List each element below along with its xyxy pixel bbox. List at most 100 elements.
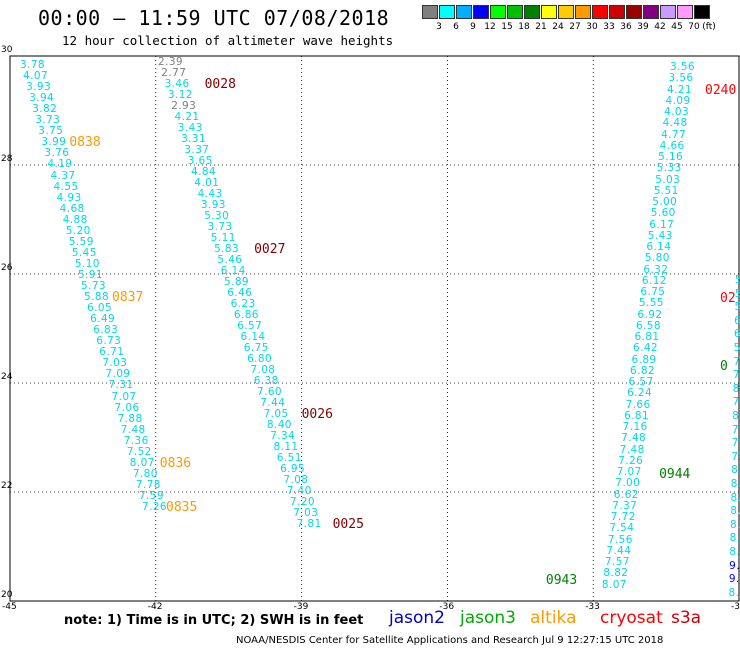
pass-time-label: 0944 [659,467,691,483]
wave-height-value: 7.64 [731,450,740,463]
color-scale-swatch [507,5,523,19]
wave-height-value: 8.06 [732,410,740,422]
wave-height-value: 3.73 [207,221,233,233]
y-tick-label: 20 [1,590,13,600]
wave-height-value: 8.47 [729,518,740,531]
wave-height-value: 6.57 [628,376,654,388]
y-tick-label: 22 [1,481,13,491]
x-tick-label: -39 [293,602,309,612]
wave-height-value: 7.60 [257,386,282,398]
wave-height-value: 4.88 [62,213,88,226]
wave-height-value: 5.60 [650,207,676,220]
wave-height-value: 7.06 [114,401,140,414]
wave-height-value: 6.24 [627,387,653,400]
wave-height-value: 4.37 [50,169,76,182]
wave-height-value: 5.91 [77,268,103,281]
color-scale-tick: 27 [569,22,581,32]
wave-height-value: 5.30 [204,210,230,222]
pass-time-label: 0026 [301,407,333,422]
wave-height-value: 6.71 [99,346,125,359]
wave-height-value: 6.38 [253,375,279,387]
wave-height-value: 9.04 [729,559,740,572]
wave-height-value: 7.05 [263,408,289,420]
wave-height-value: 7.44 [606,544,632,557]
wave-height-value: 6.89 [631,353,657,366]
wave-height-value: 7.66 [625,398,651,411]
wave-height-value: 5.88 [84,291,110,304]
wave-height-value: 3.43 [177,122,203,134]
wave-height-value: 7.03 [102,357,128,370]
wave-height-value: 8.4 [728,586,740,599]
pass-time-label: 0836 [159,455,192,471]
wave-height-value: 5.45 [71,246,97,259]
wave-height-value: 6.42 [633,342,658,355]
wave-height-value: 7.44 [260,397,286,409]
legend-entry-s3a: s3a [671,608,702,628]
wave-height-value: 6.82 [630,364,656,377]
wave-height-value: 6.73 [96,335,122,348]
wave-height-value: 4.55 [53,180,79,193]
wave-height-value: 6.75 [243,342,269,354]
color-scale-tick: 3 [436,22,442,32]
wave-height-value: 5.69 [734,301,740,314]
wave-height-value: 4.01 [194,177,220,189]
y-tick-label: 30 [1,45,13,55]
wave-height-value: 5.73 [81,280,106,292]
x-tick-label: -33 [585,602,600,612]
x-tick-label: -30 [731,602,740,612]
color-scale-tick: 15 [501,22,513,32]
wave-height-value: 7.16 [622,421,648,433]
wave-height-value: 6.14 [220,265,246,277]
pass-time-label: 02 [720,290,736,306]
x-tick-label: -42 [147,602,163,612]
color-scale-swatch [490,5,506,19]
color-scale-swatch [524,5,540,19]
wave-height-value: 6.92 [637,308,663,321]
wave-height-value: 7.72 [610,511,636,523]
wave-height-value: 2.39 [158,56,183,68]
wave-height-value: 3.73 [35,114,61,127]
color-scale-swatch [660,5,676,19]
wave-height-value: 3.46 [164,78,190,90]
wave-height-value: 5.16 [658,151,684,163]
wave-height-value: 4.84 [191,166,216,178]
wave-height-value: 4.68 [59,202,85,215]
wave-height-value: 3.65 [187,155,213,167]
color-scale-tick: 12 [484,22,496,32]
wave-height-value: 7.03 [293,507,319,519]
wave-height-value: 6.32 [643,263,669,276]
wave-height-value: 4.66 [659,139,685,152]
wave-height-value: 8.07 [129,456,155,469]
wave-height-value: 4.77 [661,128,687,141]
wave-height-value: 2.77 [161,67,187,79]
wave-height-value: 7.54 [609,522,635,535]
wave-height-value: 7.08 [250,364,276,376]
wave-height-value: 7.81 [296,518,322,530]
wave-height-value: 4.19 [47,158,73,171]
wave-height-value: 5.11 [210,232,236,244]
chart-subtitle: 12 hour collection of altimeter wave hei… [62,33,394,48]
wave-height-value: 7.26 [142,501,167,513]
wave-height-value: 8.79 [730,478,740,490]
color-scale-unit: (ft) [702,22,716,32]
pass-time-label: 0025 [332,517,364,532]
wave-height-value: 8.86 [731,464,740,477]
color-scale-swatch [677,5,693,19]
pass-time-label: 0027 [254,242,286,257]
pass-time-label: 0835 [166,500,198,515]
wave-height-value: 6.75 [640,286,666,298]
wave-height-value: 6.86 [233,309,259,321]
wave-height-value: 7.00 [615,477,641,490]
wave-height-value: 7.09 [105,368,131,381]
wave-height-value: 7.48 [120,423,146,436]
wave-height-value: 7.07 [616,466,642,478]
wave-height-value: 6.14 [240,331,266,343]
wave-height-value: 8.18 [732,382,740,395]
color-scale-swatch [422,5,438,19]
wave-height-value: 2.93 [171,100,197,112]
color-scale-swatch [694,5,710,19]
wave-height-value: 7.80 [132,467,158,480]
wave-height-value: 7.08 [283,474,309,486]
x-tick-label: -36 [439,602,455,612]
